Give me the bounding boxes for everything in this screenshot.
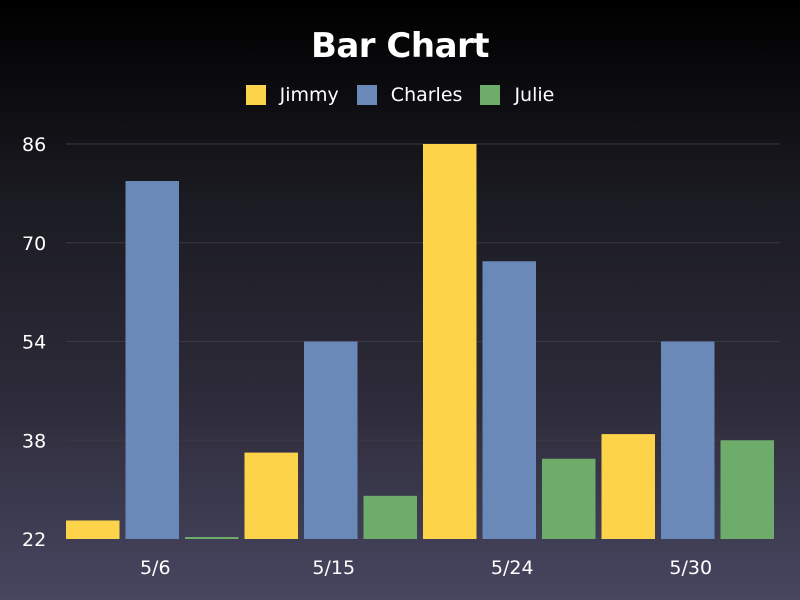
bar-julie-5-24[interactable] — [542, 458, 596, 539]
bar-charles-5-30[interactable] — [661, 341, 715, 540]
bar-jimmy-5-24[interactable] — [423, 144, 477, 539]
x-tick-label: 5/6 — [140, 557, 171, 579]
legend-item-julie[interactable]: Julie — [480, 84, 554, 106]
legend-swatch-jimmy — [245, 85, 266, 105]
bar-jimmy-5-15[interactable] — [244, 452, 299, 539]
legend-label-julie: Julie — [514, 84, 555, 106]
bar-jimmy-5-30[interactable] — [601, 434, 656, 539]
x-tick-label: 5/15 — [312, 557, 355, 579]
bar-julie-5-30[interactable] — [720, 440, 775, 539]
y-tick-label: 22 — [22, 529, 46, 551]
x-tick-label: 5/24 — [491, 557, 534, 579]
bar-julie-5-15[interactable] — [363, 495, 418, 539]
y-tick-label: 86 — [22, 134, 46, 156]
legend-item-jimmy[interactable]: Jimmy — [245, 84, 339, 106]
bar-charles-5-24[interactable] — [482, 261, 537, 539]
bar-charles-5-15[interactable] — [304, 341, 358, 540]
bar-jimmy-5-6[interactable] — [66, 520, 120, 539]
x-axis-ticks: 5/6 5/15 5/24 5/30 — [140, 557, 712, 579]
legend-label-charles: Charles — [390, 84, 463, 106]
legend-swatch-charles — [356, 85, 377, 105]
legend: Jimmy Charles Julie — [0, 84, 800, 106]
chart-title: Bar Chart — [310, 26, 490, 66]
y-tick-label: 38 — [22, 430, 46, 452]
y-tick-label: 54 — [22, 332, 46, 354]
x-tick-label: 5/30 — [669, 557, 712, 579]
legend-item-charles[interactable]: Charles — [356, 84, 463, 106]
bars — [66, 144, 774, 539]
legend-label-jimmy: Jimmy — [279, 84, 339, 106]
y-axis-ticks: 22 38 54 70 86 — [22, 134, 46, 551]
bar-charles-5-6[interactable] — [125, 181, 180, 539]
bar-julie-5-6[interactable] — [185, 537, 239, 539]
legend-swatch-julie — [480, 85, 501, 105]
y-tick-label: 70 — [22, 233, 46, 255]
